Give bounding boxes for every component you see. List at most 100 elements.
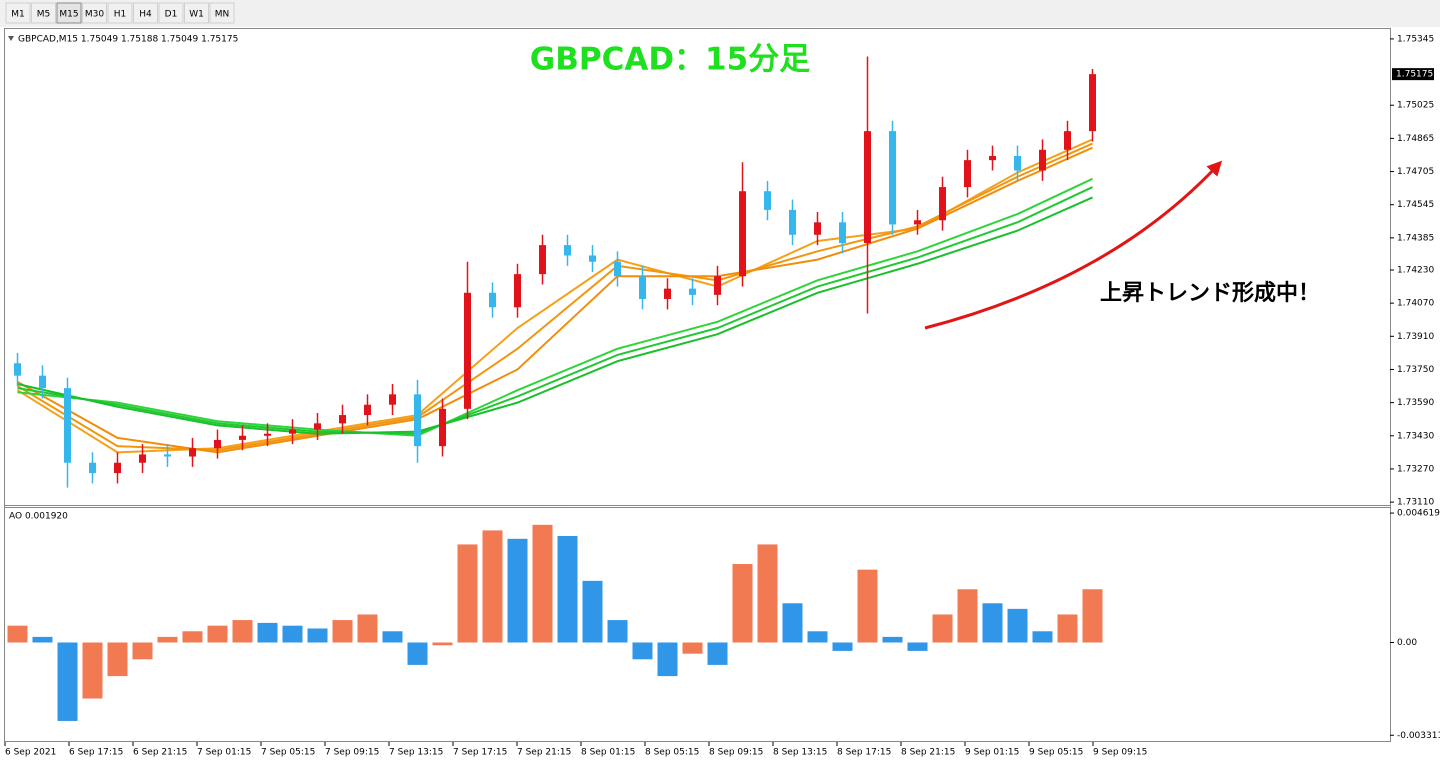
- timeframe-button[interactable]: [158, 2, 184, 24]
- candle-body: [939, 187, 946, 221]
- price-label: 1.75175: [1396, 70, 1433, 80]
- y-tick-label: 1.73270: [1397, 464, 1434, 474]
- y-tick-label: 1.74385: [1397, 233, 1434, 243]
- ao-bar: [1032, 631, 1053, 643]
- x-tick-label: 7 Sep 21:15: [517, 748, 571, 758]
- y-tick-label: 1.74070: [1397, 299, 1434, 309]
- timeframe-button[interactable]: [82, 2, 107, 24]
- ao-bar: [207, 625, 228, 643]
- timeframe-button[interactable]: [184, 2, 209, 24]
- candle-body: [139, 454, 146, 463]
- candle-body: [539, 245, 546, 275]
- candle-body: [464, 292, 471, 409]
- x-tick-label: 7 Sep 17:15: [453, 748, 507, 758]
- x-tick-label: 8 Sep 01:15: [581, 748, 635, 758]
- symbol-marker: [8, 36, 14, 41]
- ao-bar: [607, 620, 628, 643]
- candle-body: [589, 255, 596, 262]
- x-tick-label: 6 Sep 17:15: [69, 748, 123, 758]
- candle-body: [1014, 156, 1021, 171]
- ao-bar: [682, 642, 703, 654]
- ao-bar: [1082, 589, 1103, 643]
- trend-arrow: [924, 160, 1223, 330]
- y-tick-label: -0.003311: [1397, 731, 1440, 741]
- y-tick-label: 1.74865: [1397, 134, 1434, 144]
- candle-body: [514, 274, 521, 308]
- candle-body: [14, 363, 21, 376]
- ao-bar: [7, 625, 28, 643]
- x-tick-label: 7 Sep 05:15: [261, 748, 315, 758]
- price-label-box: [1392, 68, 1434, 81]
- candle-body: [964, 160, 971, 188]
- ao-bar: [482, 530, 503, 643]
- ao-bar: [307, 628, 328, 643]
- symbol-info: GBPCAD,M15 1.75049 1.75188 1.75049 1.751…: [18, 35, 238, 45]
- ao-bar: [732, 564, 753, 643]
- timeframe-button[interactable]: [133, 2, 158, 24]
- x-tick-label: 8 Sep 09:15: [709, 748, 763, 758]
- ao-bar: [232, 620, 253, 643]
- timeframe-button[interactable]: [107, 2, 133, 24]
- chart-title: GBPCAD：15分足: [530, 42, 810, 78]
- candle-body: [264, 433, 271, 436]
- candle-body: [214, 439, 221, 449]
- ao-bar: [432, 642, 453, 646]
- timeframe-label: H4: [139, 10, 152, 20]
- candle-body: [764, 191, 771, 210]
- ao-bar: [532, 524, 553, 643]
- candle-body: [1064, 131, 1071, 150]
- candle-body: [164, 454, 171, 457]
- candle-body: [414, 394, 421, 447]
- x-tick-label: 7 Sep 13:15: [389, 748, 443, 758]
- ao-bar: [582, 580, 603, 643]
- candle-body: [739, 191, 746, 277]
- x-tick-label: 6 Sep 2021: [5, 748, 56, 758]
- candle-body: [314, 423, 321, 430]
- timeframe-label: H1: [114, 10, 127, 20]
- ao-bar: [982, 603, 1003, 643]
- moving-average: [17, 177, 1093, 437]
- ao-bar: [82, 642, 103, 699]
- ao-bar: [807, 631, 828, 643]
- y-tick-label: 1.74705: [1397, 167, 1434, 177]
- x-tick-label: 9 Sep 09:15: [1093, 748, 1147, 758]
- candle-body: [614, 261, 621, 277]
- ao-bar: [132, 642, 153, 660]
- timeframe-label: D1: [165, 10, 178, 20]
- timeframe-button[interactable]: [209, 2, 235, 24]
- candle-body: [89, 462, 96, 474]
- candle-body: [914, 220, 921, 225]
- y-tick-label: 1.74230: [1397, 265, 1434, 275]
- ao-bar: [382, 631, 403, 643]
- indicator-label: AO 0.001920: [9, 512, 68, 522]
- candle-body: [189, 448, 196, 457]
- ao-bar: [657, 642, 678, 677]
- ao-bar: [882, 636, 903, 643]
- ao-bar: [282, 625, 303, 643]
- y-tick-label: 1.74545: [1397, 200, 1434, 210]
- ao-bar: [457, 544, 478, 643]
- ao-bar: [182, 631, 203, 643]
- timeframe-button[interactable]: [56, 2, 82, 24]
- x-tick-label: 9 Sep 05:15: [1029, 748, 1083, 758]
- timeframe-label: W1: [189, 10, 204, 20]
- ao-bar: [507, 538, 528, 643]
- candle-body: [114, 462, 121, 474]
- candle-body: [814, 222, 821, 235]
- timeframe-label: M30: [85, 10, 104, 20]
- ao-bar: [707, 642, 728, 665]
- x-tick-label: 8 Sep 05:15: [645, 748, 699, 758]
- y-tick-label: 1.73750: [1397, 365, 1434, 375]
- timeframe-button[interactable]: [5, 2, 31, 24]
- x-tick-label: 7 Sep 09:15: [325, 748, 379, 758]
- candle-body: [664, 288, 671, 300]
- candle-body: [864, 131, 871, 244]
- candle-body: [639, 276, 646, 300]
- y-tick-label: 1.73430: [1397, 431, 1434, 441]
- timeframe-label: M1: [11, 10, 25, 20]
- ao-bar: [932, 614, 953, 643]
- candle-body: [39, 375, 46, 389]
- ao-bar: [632, 642, 653, 660]
- timeframe-button[interactable]: [31, 2, 56, 24]
- x-tick-label: 7 Sep 01:15: [197, 748, 251, 758]
